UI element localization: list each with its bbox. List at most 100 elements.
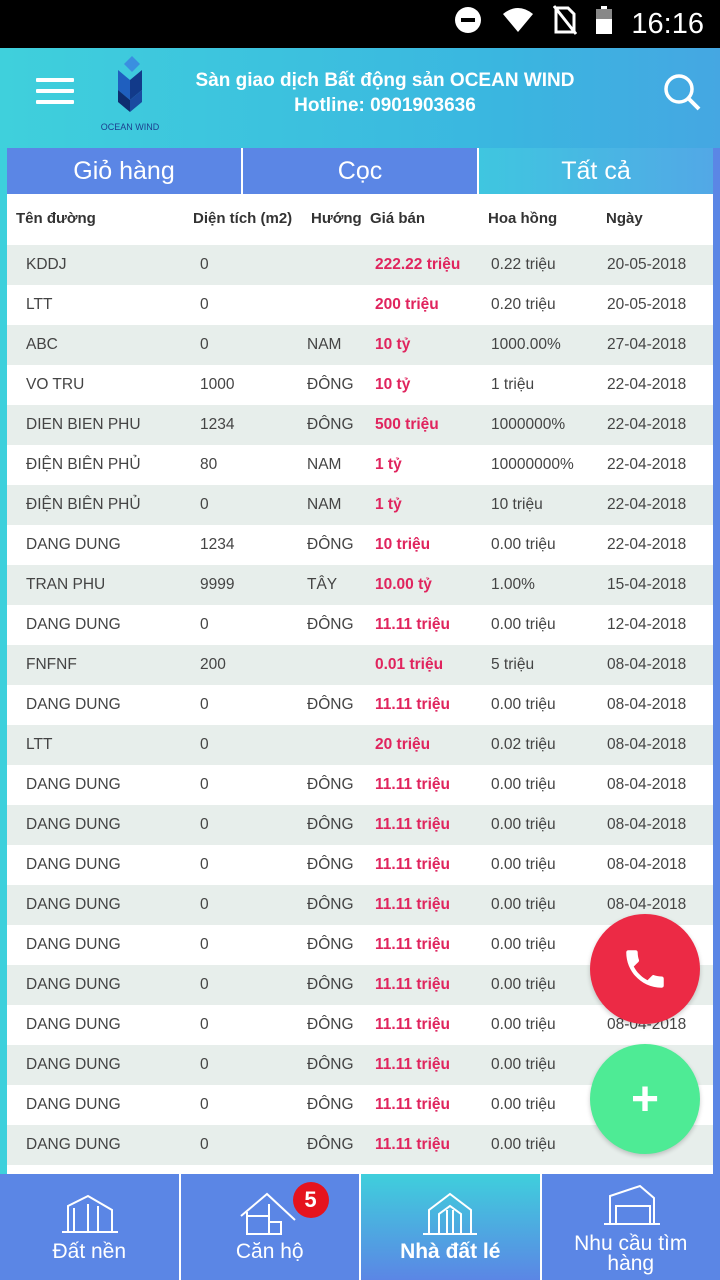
cell-direction: ĐÔNG — [307, 1016, 354, 1033]
table-row[interactable]: DANG DUNG 0 ĐÔNG 11.11 triệu 0.00 triệu — [7, 1125, 713, 1165]
cell-street: DANG DUNG — [26, 696, 121, 713]
notification-badge: 5 — [292, 1182, 329, 1218]
cell-date: 08-04-2018 — [607, 816, 687, 833]
table-row[interactable]: DANG DUNG 0 ĐÔNG 11.11 triệu 0.00 triệu 08-04… — [7, 805, 713, 845]
wifi-icon — [501, 6, 535, 42]
cell-direction: ĐÔNG — [307, 896, 354, 913]
cell-street: VO TRU — [26, 376, 85, 393]
cell-street: DANG DUNG — [26, 1136, 121, 1153]
table-row[interactable]: ABC 0 NAM 10 tỷ 1000.00% 27-04-2018 — [7, 325, 713, 365]
house-icon — [240, 1192, 296, 1235]
cell-commission: 0.00 triệu — [491, 936, 556, 953]
cell-commission: 0.00 triệu — [491, 616, 556, 633]
table-row[interactable]: DANG DUNG 0 ĐÔNG 11.11 triệu 0.00 triệu — [7, 925, 713, 965]
cell-commission: 1000000% — [491, 416, 566, 433]
cell-commission: 5 triệu — [491, 656, 535, 673]
cell-price: 0.01 triệu — [375, 656, 444, 673]
cell-direction: NAM — [307, 496, 342, 513]
tab-gio-hang[interactable]: Giỏ hàng — [7, 148, 243, 194]
cell-direction: ĐÔNG — [307, 1056, 354, 1073]
cell-area: 1234 — [200, 536, 235, 553]
cell-date: 22-04-2018 — [607, 416, 687, 433]
cell-street: DIEN BIEN PHU — [26, 416, 141, 433]
cell-commission: 0.00 triệu — [491, 1136, 556, 1153]
cell-date: 12-04-2018 — [607, 616, 687, 633]
cell-commission: 1 triệu — [491, 376, 535, 393]
table-row[interactable]: FNFNF 200 0.01 triệu 5 triệu 08-04-2018 — [7, 645, 713, 685]
table-row[interactable]: DANG DUNG 1234 ĐÔNG 10 triệu 0.00 triệu 22-04… — [7, 525, 713, 565]
call-button[interactable] — [590, 914, 700, 1024]
cell-commission: 0.00 triệu — [491, 1096, 556, 1113]
cell-price: 11.11 triệu — [375, 616, 450, 633]
header-area: Diện tích (m2) — [193, 210, 293, 227]
cell-price: 11.11 triệu — [375, 896, 450, 913]
cell-direction: ĐÔNG — [307, 936, 354, 953]
cell-price: 500 triệu — [375, 416, 439, 433]
table-row[interactable]: DIEN BIEN PHU 1234 ĐÔNG 500 triệu 1000000% 22… — [7, 405, 713, 445]
cell-direction: ĐÔNG — [307, 776, 354, 793]
cell-area: 0 — [200, 1096, 209, 1113]
cell-commission: 10 triệu — [491, 496, 543, 513]
table-row[interactable]: VO TRU 1000 ĐÔNG 10 tỷ 1 triệu 22-04-2018 — [7, 365, 713, 405]
cell-date: 08-04-2018 — [607, 736, 687, 753]
cell-date: 15-04-2018 — [607, 576, 687, 593]
table-row[interactable]: DANG DUNG 0 ĐÔNG 11.11 triệu 0.00 triệu 08-04… — [7, 845, 713, 885]
cell-area: 1234 — [200, 416, 235, 433]
header-price: Giá bán — [370, 210, 426, 227]
cell-direction: ĐÔNG — [307, 416, 354, 433]
cell-area: 200 — [200, 656, 226, 673]
cell-direction: ĐÔNG — [307, 536, 354, 553]
cell-street: ĐIỆN BIÊN PHỦ — [26, 496, 141, 513]
cell-street: DANG DUNG — [26, 1016, 121, 1033]
nav-nha-dat-le[interactable]: Nhà đất lé — [361, 1174, 542, 1280]
table-row[interactable]: KDDJ 0 222.22 triệu 0.22 triệu 20-05-2018 — [7, 245, 713, 285]
status-bar: 16:16 — [0, 0, 720, 48]
cell-street: DANG DUNG — [26, 896, 121, 913]
table-row[interactable]: TRAN PHU 9999 TÂY 10.00 tỷ 1.00% 15-04-2018 — [7, 565, 713, 605]
hotline[interactable]: Hotline: 0901903636 — [294, 95, 476, 116]
cell-direction: ĐÔNG — [307, 376, 354, 393]
cell-commission: 0.22 triệu — [491, 256, 556, 273]
table-row[interactable]: ĐIỆN BIÊN PHỦ 80 NAM 1 tỷ 10000000% 22-04-201… — [7, 445, 713, 485]
cell-commission: 0.00 triệu — [491, 696, 556, 713]
cell-street: DANG DUNG — [26, 1096, 121, 1113]
add-button[interactable]: + — [590, 1044, 700, 1154]
table-row[interactable]: DANG DUNG 0 ĐÔNG 11.11 triệu 0.00 triệu 08-04… — [7, 1005, 713, 1045]
menu-icon[interactable] — [36, 78, 74, 104]
table-row[interactable]: ĐIỆN BIÊN PHỦ 0 NAM 1 tỷ 10 triệu 22-04-2018 — [7, 485, 713, 525]
tab-coc[interactable]: Cọc — [243, 148, 479, 194]
cell-direction: ĐÔNG — [307, 1136, 354, 1153]
cell-street: DANG DUNG — [26, 1056, 121, 1073]
cell-commission: 0.02 triệu — [491, 736, 556, 753]
tab-tat-ca[interactable]: Tất cả — [479, 148, 713, 194]
table-row[interactable]: DANG DUNG 0 ĐÔNG 11.11 triệu 0.00 triệu — [7, 1045, 713, 1085]
cell-price: 1 tỷ — [375, 456, 402, 473]
search-icon[interactable] — [662, 72, 702, 117]
table-row[interactable]: DANG DUNG 0 ĐÔNG 11.11 triệu 0.00 triệu 08-04… — [7, 765, 713, 805]
cell-area: 0 — [200, 1136, 209, 1153]
cell-date: 27-04-2018 — [607, 336, 687, 353]
table-row[interactable]: DANG DUNG 0 ĐÔNG 11.11 triệu 0.00 triệu 12-04… — [7, 605, 713, 645]
cell-date: 22-04-2018 — [607, 376, 687, 393]
cell-direction: ĐÔNG — [307, 696, 354, 713]
cell-street: DANG DUNG — [26, 616, 121, 633]
cell-area: 0 — [200, 856, 209, 873]
cell-area: 0 — [200, 736, 209, 753]
nav-nhu-cau-tim-hang[interactable]: Nhu cầu tìm hàng — [541, 1174, 720, 1280]
cell-direction: TÂY — [307, 576, 338, 593]
table-row[interactable]: DANG DUNG 0 ĐÔNG 11.11 triệu 0.00 triệu 08-04… — [7, 885, 713, 925]
table-row[interactable]: DANG DUNG 0 ĐÔNG 11.11 triệu 0.00 triệu — [7, 1085, 713, 1125]
nav-dat-nen[interactable]: Đất nền — [0, 1174, 181, 1280]
table-row[interactable]: DANG DUNG 0 ĐÔNG 11.11 triệu 0.00 triệu 08-04… — [7, 685, 713, 725]
cell-date: 20-05-2018 — [607, 296, 687, 313]
nav-can-ho[interactable]: Căn hộ 5 — [180, 1174, 361, 1280]
cell-area: 0 — [200, 496, 209, 513]
cell-price: 10 tỷ — [375, 336, 411, 353]
cell-date: 08-04-2018 — [607, 696, 687, 713]
table-row[interactable]: LTT 0 200 triệu 0.20 triệu 20-05-2018 — [7, 285, 713, 325]
cell-price: 11.11 triệu — [375, 976, 450, 993]
clock: 16:16 — [631, 7, 704, 40]
cell-commission: 10000000% — [491, 456, 574, 473]
table-row[interactable]: LTT 0 20 triệu 0.02 triệu 08-04-2018 — [7, 725, 713, 765]
cell-street: DANG DUNG — [26, 936, 121, 953]
